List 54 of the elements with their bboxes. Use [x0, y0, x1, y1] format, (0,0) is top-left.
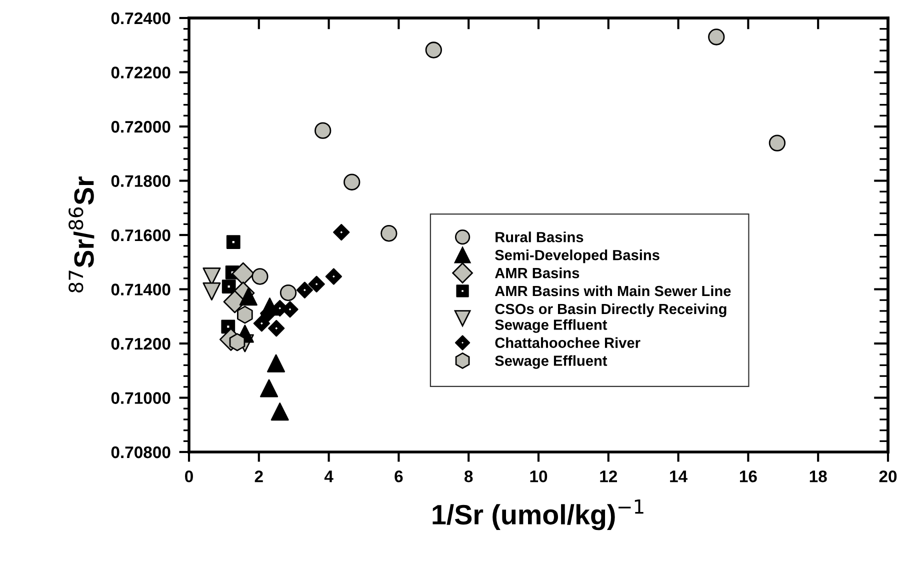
point [768, 134, 786, 152]
y-tick-label: 0.72200 [111, 66, 170, 78]
point [239, 288, 258, 306]
y-tick-label: 0.71800 [111, 175, 170, 187]
x-tick-label: 4 [324, 470, 334, 482]
point [308, 276, 325, 292]
x-tick-label: 18 [810, 470, 827, 482]
y-tick-label: 0.72400 [111, 12, 170, 24]
y-tick-label: 0.72000 [111, 120, 170, 133]
x-tick-label: 16 [740, 470, 757, 482]
point [252, 268, 268, 285]
point [708, 28, 725, 46]
point [260, 379, 278, 398]
point [226, 235, 240, 249]
point [314, 122, 332, 139]
point [333, 224, 350, 241]
legend-label: Sewage Effluent [495, 355, 608, 369]
y-tick-label: 0.70800 [111, 446, 170, 458]
legend-label: AMR Basins with Main Sewer Line [494, 285, 731, 296]
x-tick-label: 10 [530, 470, 548, 482]
x-tick-label: 20 [879, 470, 897, 482]
point [202, 282, 221, 300]
point [232, 262, 255, 286]
point [237, 306, 253, 324]
point [425, 42, 442, 58]
x-tick-label: 14 [670, 470, 688, 482]
point [229, 333, 246, 352]
point [222, 280, 236, 294]
legend-label: Rural Basins [496, 232, 584, 242]
point [268, 320, 285, 337]
x-tick-label: 6 [394, 470, 403, 482]
x-axis-title: 1/Sr (umol/kg)$^{−1}$ [432, 499, 644, 530]
legend-label: AMR Basins [494, 268, 580, 278]
y-tick-label: 0.71600 [111, 229, 170, 242]
x-tick-label: 12 [600, 470, 618, 482]
point [280, 284, 297, 302]
point [253, 315, 270, 332]
y-axis-title: $^{87}$Sr/$^{86}$Sr [68, 176, 94, 292]
x-tick-label: 0 [185, 470, 193, 482]
point [296, 282, 314, 298]
y-tick-label: 0.71000 [111, 392, 170, 404]
legend-label: Semi-Developed Basins [495, 250, 660, 264]
y-tick-label: 0.71400 [111, 284, 170, 296]
legend-label: CSOs or Basin Directly Receiving Sewage Effluent [495, 303, 726, 333]
legend-label: Chattahoochee River [495, 337, 640, 348]
point [270, 402, 289, 421]
point [380, 225, 398, 242]
point [325, 268, 342, 285]
x-tick-label: 8 [464, 470, 473, 482]
point [344, 174, 360, 190]
point [266, 354, 286, 372]
x-tick-label: 2 [254, 470, 263, 482]
y-tick-label: 0.71200 [111, 338, 170, 350]
point [260, 298, 279, 316]
